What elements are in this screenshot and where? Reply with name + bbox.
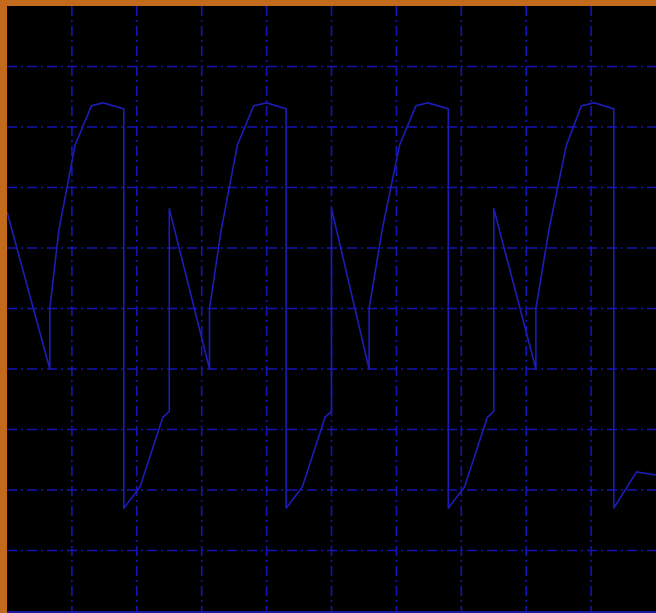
oscilloscope-screen [7, 6, 656, 613]
waveform-traces [7, 102, 656, 509]
waveform-plot [7, 6, 656, 611]
waveform-trace-0 [7, 102, 656, 509]
